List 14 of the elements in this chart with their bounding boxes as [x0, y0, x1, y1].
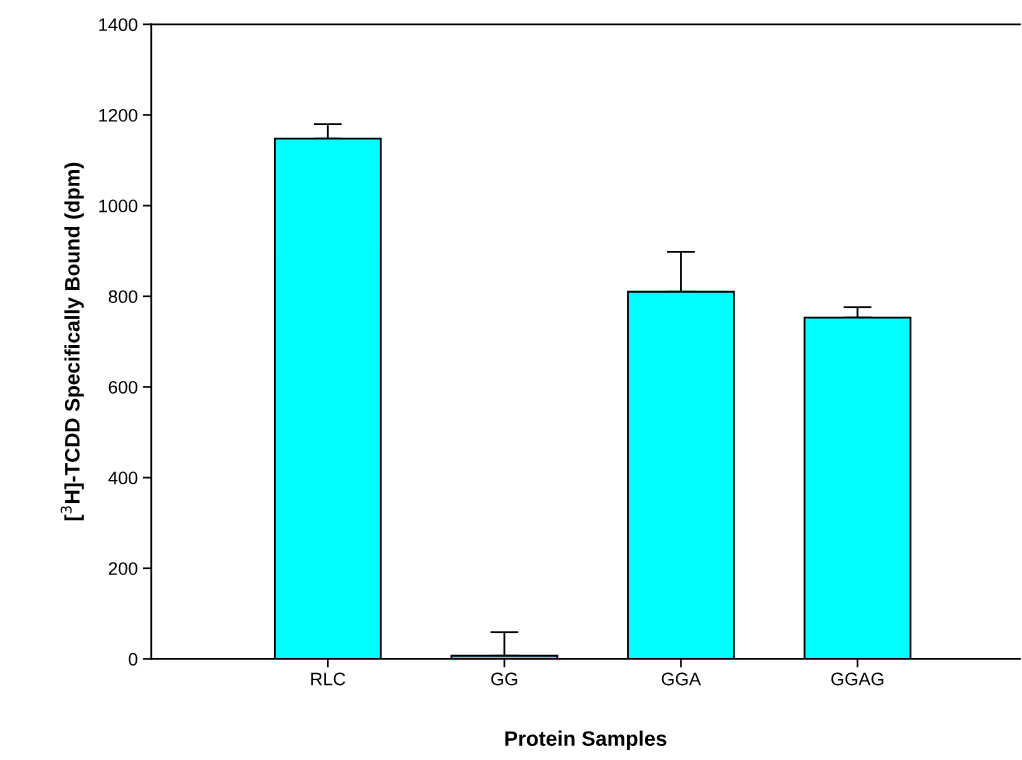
- y-tick-label: 400: [108, 471, 138, 485]
- x-tick-label: GGAG: [831, 672, 884, 686]
- y-tick-label: 600: [108, 380, 138, 394]
- y-tick-label: 1400: [99, 18, 138, 32]
- y-axis-title: [$^{3}$H]-TCDD Specifically Bound (dpm): [60, 162, 84, 521]
- y-tick-label: 800: [108, 290, 138, 304]
- x-axis-title: Protein Samples: [505, 730, 667, 751]
- x-tick-label: RLC: [311, 672, 346, 686]
- y-tick-label: 0: [128, 652, 138, 666]
- x-tick-label: GG: [491, 672, 518, 686]
- y-tick-label: 1200: [99, 108, 138, 122]
- y-tick-label: 200: [108, 562, 138, 575]
- x-tick-label: GGA: [661, 672, 701, 686]
- y-tick-label: 1000: [99, 199, 138, 213]
